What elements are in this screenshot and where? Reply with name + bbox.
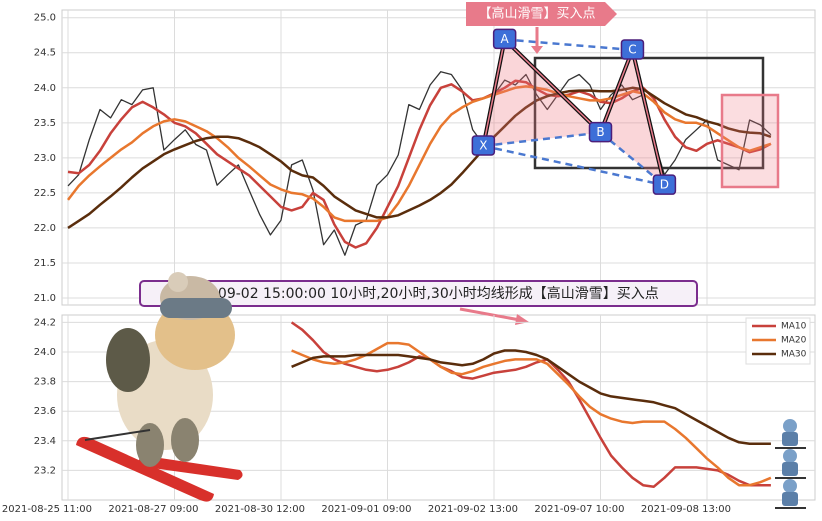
pattern-label: A	[501, 32, 510, 46]
y-tick-label: 25.0	[34, 13, 56, 24]
series-line	[67, 86, 772, 229]
x-tick-label: 2021-09-07 10:00	[534, 504, 624, 515]
pattern-label: X	[479, 138, 487, 152]
series-line	[67, 85, 772, 223]
signal-tag-text: 【高山滑雪】买入点	[478, 6, 595, 22]
pompom	[168, 272, 188, 292]
series-line	[291, 341, 772, 487]
figure-body	[782, 432, 798, 446]
target-box	[720, 93, 780, 189]
pattern-label: B	[596, 125, 604, 139]
y-tick-label: 24.5	[34, 48, 56, 59]
ski	[76, 436, 214, 502]
y-tick-label: 23.6	[34, 406, 56, 417]
y-tick-label: 21.5	[34, 258, 56, 269]
x-tick-label: 2021-08-30 12:00	[215, 504, 305, 515]
x-tick-label: 2021-08-27 09:00	[108, 504, 198, 515]
x-tick-label: 2021-09-08 13:00	[641, 504, 731, 515]
y-tick-label: 24.0	[34, 83, 56, 94]
annotation-text: 2021-09-02 15:00:00 10小时,20小时,30小时均线形成【高…	[177, 285, 658, 302]
y-tick-label: 23.2	[34, 465, 56, 476]
y-tick-label: 22.0	[34, 223, 56, 234]
x-tick-label: 2021-08-25 11:00	[2, 504, 92, 515]
x-tick-label: 2021-09-01 09:00	[321, 504, 411, 515]
pattern-label-box	[588, 121, 613, 143]
pattern-label: D	[660, 178, 669, 192]
signal-arrow-head	[531, 46, 543, 54]
y-tick-label: 24.2	[34, 317, 56, 328]
pattern-shade	[483, 39, 601, 146]
pattern-dash	[483, 131, 601, 148]
series-line	[291, 349, 771, 446]
pattern-label-box	[620, 39, 645, 60]
series-line	[67, 79, 772, 249]
pole	[84, 429, 151, 441]
figure-body	[782, 492, 798, 506]
y-tick-label: 23.8	[34, 377, 56, 388]
y-tick-label: 24.0	[34, 347, 56, 358]
legend-label: MA30	[781, 350, 807, 360]
pattern-label: C	[628, 42, 636, 56]
legend: MA10 MA20 MA30	[745, 317, 811, 365]
pattern-dash	[504, 38, 633, 52]
pattern-shade	[600, 49, 665, 186]
figure-body	[782, 462, 798, 476]
y-tick-label: 23.4	[34, 436, 56, 447]
pattern-label-box	[471, 135, 496, 156]
pattern-dash	[483, 144, 665, 187]
skier-illustration	[76, 272, 243, 502]
legend-label: MA10	[781, 322, 807, 332]
ski	[138, 455, 243, 480]
leg	[171, 418, 199, 462]
y-tick-label: 23.5	[34, 118, 56, 129]
backpack	[106, 328, 150, 392]
y-tick-label: 23.0	[34, 153, 56, 164]
y-tick-label: 22.5	[34, 188, 56, 199]
figure-head	[783, 449, 797, 463]
legend-label: MA20	[781, 336, 807, 346]
pattern-label-box	[492, 28, 517, 50]
figure-head	[783, 479, 797, 493]
x-tick-label: 2021-09-02 13:00	[428, 504, 518, 515]
goggles	[160, 298, 232, 318]
annotation-box	[139, 280, 698, 307]
pattern-box	[533, 56, 765, 170]
pattern-label-box	[652, 174, 677, 195]
leg	[136, 423, 164, 467]
annotation-arrow	[459, 307, 521, 322]
mini-figures	[775, 419, 806, 509]
figure-head	[783, 419, 797, 433]
series-line	[290, 321, 771, 488]
y-tick-label: 21.0	[34, 293, 56, 304]
signal-tag	[466, 2, 617, 26]
